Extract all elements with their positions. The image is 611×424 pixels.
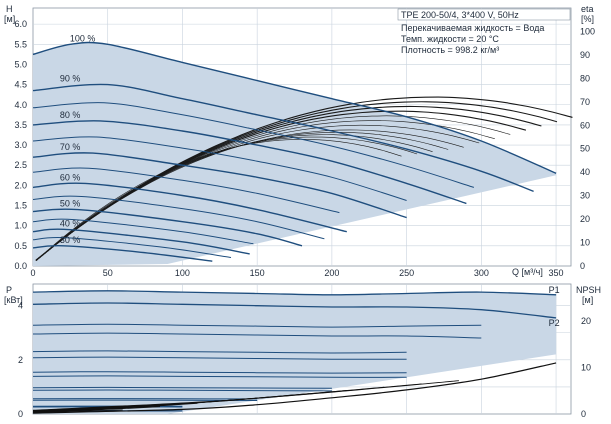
head-curve (32, 41, 557, 174)
head-x-tick-label: 50 (103, 268, 113, 278)
speed-label: 80 % (60, 110, 81, 120)
head-ticks: 0.0 0.5 1.0 1.5 2.0 2.5 3.0 3.5 4.0 4.5 5.0 5.5 6.0 0… (14, 19, 595, 278)
head-curve-panel: 100 % 90 % 80 % 70 % 60 % 50 % 40 % 30 % 0.0 0.5… (4, 4, 595, 278)
head-y-tick-label: 3.0 (14, 140, 27, 150)
speed-label: 60 % (60, 172, 81, 182)
head-x-tick-label: 350 (549, 268, 564, 278)
head-curve-intermediate (32, 237, 232, 258)
y-left-label: H (6, 4, 13, 14)
head-curve (32, 208, 303, 247)
head-envelope-area (33, 42, 557, 267)
eta-y-tick-label: 40 (580, 167, 590, 177)
head-curve-intermediate (32, 102, 475, 188)
head-x-tick-label: 200 (324, 268, 339, 278)
head-y-tick-label: 6.0 (14, 19, 27, 29)
head-curve-intermediate (32, 218, 254, 245)
eta-y-tick-label: 70 (580, 97, 590, 107)
speed-label: 100 % (70, 33, 96, 43)
npsh-y-tick-label: 0 (581, 409, 586, 419)
power-series-label: P2 (549, 318, 560, 328)
annotation-temperature: Темп. жидкости = 20 °C (401, 34, 499, 44)
npsh-y-unit: [м] (582, 295, 593, 305)
eta-y-tick-label: 30 (580, 191, 590, 201)
power-y-tick-label: 4 (18, 301, 23, 311)
power-curve-speed (32, 350, 407, 354)
y-right-label: eta (581, 4, 594, 14)
head-x-tick-label: 100 (175, 268, 190, 278)
head-curve (32, 152, 407, 219)
power-curve (32, 290, 557, 296)
power-curve (32, 302, 557, 319)
speed-label: 70 % (60, 142, 81, 152)
title-box (397, 8, 571, 21)
npsh-y-tick-label: 10 (581, 363, 591, 373)
head-y-tick-label: 5.0 (14, 59, 27, 69)
power-curves (32, 290, 557, 414)
head-y-tick-label: 4.0 (14, 100, 27, 110)
head-curves (32, 41, 557, 262)
y-left-unit: [м] (4, 14, 15, 24)
head-curve-intermediate (32, 136, 407, 201)
speed-label: 40 % (60, 219, 81, 229)
x-axis-label: Q [м³/ч] (512, 267, 543, 277)
power-ticks: 0 2 4 0 10 20 (18, 301, 591, 419)
speed-labels: 100 % 90 % 80 % 70 % 60 % 50 % 40 % 30 % (60, 33, 96, 245)
npsh-speed-line (32, 380, 459, 411)
head-curve (32, 83, 534, 193)
head-x-tick-label: 150 (250, 268, 265, 278)
eta-y-tick-label: 90 (580, 50, 590, 60)
head-y-tick-label: 1.5 (14, 201, 27, 211)
power-series-labels: P1 P2 (549, 285, 560, 328)
power-curve-speed (32, 386, 332, 389)
power-curve-speed (32, 375, 407, 378)
power-curve-speed (32, 323, 482, 328)
head-y-tick-label: 3.5 (14, 120, 27, 130)
power-curve-speed (32, 371, 407, 374)
head-x-tick-label: 0 (30, 268, 35, 278)
npsh-y-tick-label: 20 (581, 316, 591, 326)
head-curve (32, 182, 347, 233)
speed-label: 50 % (60, 199, 81, 209)
eta-y-tick-label: 20 (580, 214, 590, 224)
head-curve-intermediate (32, 195, 325, 240)
head-y-tick-label: 2.5 (14, 160, 27, 170)
head-y-tick-label: 2.0 (14, 180, 27, 190)
head-y-tick-label: 0.0 (14, 261, 27, 271)
head-envelope (33, 42, 557, 267)
power-y-label: P (6, 285, 12, 295)
head-curve (32, 245, 213, 262)
annotation-density: Плотность = 998.2 кг/м³ (401, 45, 499, 55)
annotation-liquid: Перекачиваемая жидкость = Вода (401, 23, 544, 33)
head-y-tick-label: 4.5 (14, 80, 27, 90)
head-curve (32, 120, 467, 205)
power-series-label: P1 (549, 285, 560, 295)
power-curve-speed (32, 332, 482, 339)
eta-y-tick-label: 60 (580, 120, 590, 130)
eta-y-tick-label: 10 (580, 238, 590, 248)
y-right-unit: [%] (581, 14, 594, 24)
npsh-y-label: NPSH (576, 285, 601, 295)
eta-y-tick-label: 0 (580, 261, 585, 271)
power-curve-speed (32, 356, 407, 360)
head-y-tick-label: 1.0 (14, 221, 27, 231)
eta-y-tick-label: 100 (580, 26, 595, 36)
npsh-curve (32, 362, 557, 414)
eta-y-tick-label: 50 (580, 144, 590, 154)
head-curve (32, 228, 250, 255)
speed-label: 30 % (60, 235, 81, 245)
power-curve-speed (32, 389, 332, 392)
eta-y-tick-label: 80 (580, 73, 590, 83)
power-y-tick-label: 2 (18, 355, 23, 365)
head-x-tick-label: 300 (474, 268, 489, 278)
speed-label: 90 % (60, 74, 81, 84)
head-curve-intermediate (32, 167, 340, 214)
head-y-tick-label: 0.5 (14, 241, 27, 251)
power-y-tick-label: 0 (18, 409, 23, 419)
chart-title: TPE 200-50/4, 3*400 V, 50Hz (401, 10, 519, 20)
power-npsh-panel: P1 P2 0 2 4 0 10 20 P [кВт] NPSH [м] (4, 283, 601, 419)
head-x-tick-label: 250 (399, 268, 414, 278)
power-y-unit: [кВт] (4, 295, 23, 305)
head-y-tick-label: 5.5 (14, 39, 27, 49)
